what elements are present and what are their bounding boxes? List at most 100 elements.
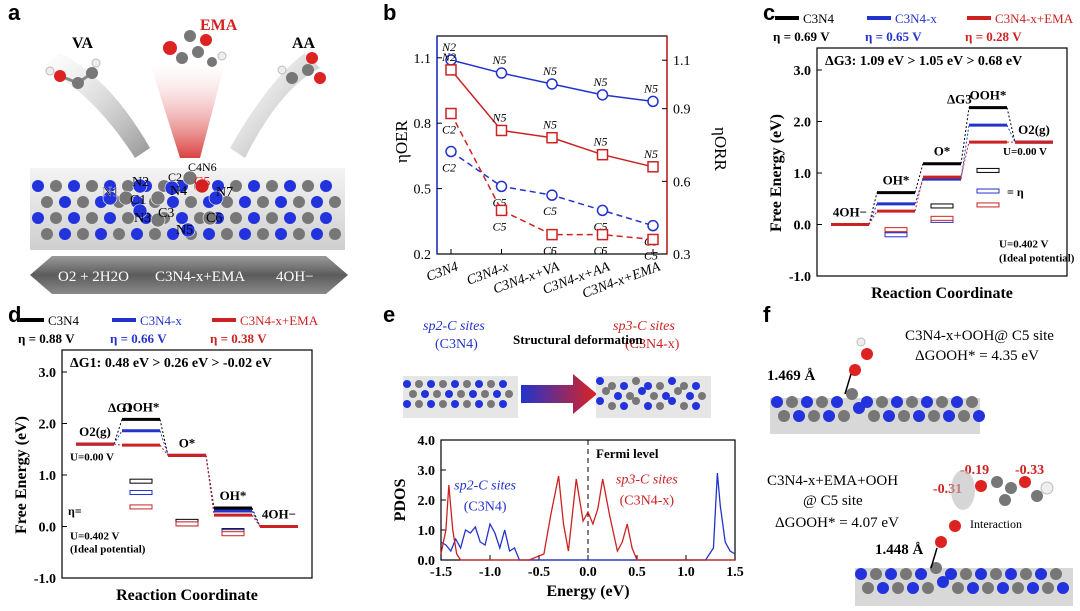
lattice-atom [113, 228, 125, 240]
sheet-atom [662, 392, 670, 400]
panel-letter-e: e [383, 302, 396, 327]
reaction-bar [30, 256, 348, 294]
lattice-atom [50, 212, 62, 224]
panel-e: sp2-C sites (C3N4) sp3-C sites (C3N4-x) … [392, 319, 744, 600]
slab-atom [861, 396, 873, 408]
atom-label-n5: N5 [176, 223, 193, 238]
lattice-atom [284, 180, 296, 192]
slab-atom [855, 568, 867, 580]
low-level-C3N4-x+EMA [930, 215, 954, 221]
data-point-ORR-N [546, 131, 558, 144]
data-point-ORR-C [596, 228, 609, 241]
lattice-atom [221, 228, 233, 240]
sheet-atom [427, 380, 435, 388]
eta-annotation: η= [68, 504, 82, 518]
slab-atom [771, 396, 783, 408]
x-tick-label: 1.5 [726, 565, 744, 580]
right-tick-label: 0.9 [673, 103, 691, 118]
heptazine-atom [150, 212, 166, 228]
lattice-atom [320, 212, 332, 224]
slab-atom [1042, 582, 1054, 594]
bond-arrow [930, 547, 938, 569]
data-label-ORR-N: N5 [542, 118, 557, 132]
step-label: 4OH− [833, 205, 867, 220]
slab-atom [877, 582, 889, 594]
va-molecule [45, 58, 101, 89]
x-tick-label: -0.5 [528, 565, 550, 580]
lattice-atoms [32, 180, 341, 240]
legend-eta: η = 0.28 V [965, 29, 1022, 44]
lattice-atom [257, 228, 269, 240]
slab-atom [900, 568, 912, 580]
sheet-atom [475, 380, 483, 388]
x-tick-label: C3N4 [425, 260, 461, 285]
deform-label: Structural deformation [513, 332, 643, 347]
ema-atom [1005, 482, 1017, 494]
slab-atom [997, 582, 1009, 594]
data-label-OER-C: C5 [543, 204, 557, 218]
lattice-atom [293, 196, 305, 208]
ideal-annotation: (Ideal potential) [999, 253, 1075, 265]
slab-atom [808, 410, 820, 422]
lattice-atom [95, 228, 107, 240]
data-point-OER-C [445, 145, 457, 158]
dg-annotation: ΔG1 [108, 400, 133, 415]
slab-atom [960, 568, 972, 580]
ema-beam [150, 63, 225, 158]
f-bottom-structure [855, 470, 1073, 606]
sheet-atom [656, 382, 664, 390]
slab-atom [1027, 582, 1039, 594]
dg-title: ΔG1: 0.48 eV > 0.26 eV > -0.02 eV [70, 356, 272, 371]
sheet-atom [596, 397, 604, 405]
data-point-ORR-C [546, 228, 558, 241]
x-tick-label: -1.0 [479, 565, 501, 580]
data-point-ORR-N [495, 124, 508, 137]
ema-atom [1019, 476, 1031, 488]
sheet-atom [439, 380, 447, 388]
y-tick-label: -1.0 [34, 572, 56, 587]
low-level-C3N4-x+EMA [221, 531, 245, 537]
lattice-atom [50, 180, 62, 192]
y-tick-label: 3.0 [39, 366, 57, 381]
heptazine-atom [180, 222, 196, 238]
sheet-left [403, 376, 518, 418]
lattice-atom [293, 228, 305, 240]
step-label: OOH* [123, 399, 160, 414]
y-tick-label: 0.0 [418, 554, 436, 569]
plot-frame [816, 47, 1068, 277]
y-tick-label: 3.0 [794, 64, 812, 79]
ema-atom [975, 480, 987, 492]
ema-atom [1031, 490, 1043, 502]
low-level-C3N4-x+EMA [129, 504, 153, 510]
plot-frame [61, 349, 313, 579]
panel-letter-d: d [8, 302, 22, 327]
y-axis-label: Free Energy (eV) [768, 114, 785, 232]
lattice-atom [320, 180, 332, 192]
panel-letter-b: b [383, 0, 397, 25]
lattice-atom [311, 228, 323, 240]
sheet-atom [632, 397, 640, 405]
y-tick-label: 1.0 [794, 167, 812, 182]
data-label-ORR-N: N2 [441, 50, 456, 64]
f-bottom-title-2: @ C5 site [803, 493, 863, 509]
lattice-atom [167, 228, 179, 240]
ideal-annotation: (Ideal potential) [70, 543, 146, 555]
sheet-atom [439, 400, 447, 408]
sheet-atom [451, 380, 459, 388]
y-tick-label: 4.0 [418, 434, 436, 449]
sheet-atom [608, 402, 616, 410]
connector-C3N4-x [1006, 124, 1016, 143]
sheet-atom [656, 402, 664, 410]
lattice-atom [77, 196, 89, 208]
data-point-ORR-C [495, 204, 508, 217]
f-bottom-bond: 1.448 Å [875, 542, 924, 558]
sp2-sub: (C3N4) [435, 337, 478, 352]
sheet-atom [487, 400, 495, 408]
ema-atom [1040, 481, 1054, 495]
heptazine-atom [208, 190, 224, 206]
lattice-atom [248, 180, 260, 192]
sheet-atom [668, 397, 676, 405]
connector-C3N4-x+EMA [868, 210, 878, 225]
data-point-ORR-N [647, 161, 659, 173]
